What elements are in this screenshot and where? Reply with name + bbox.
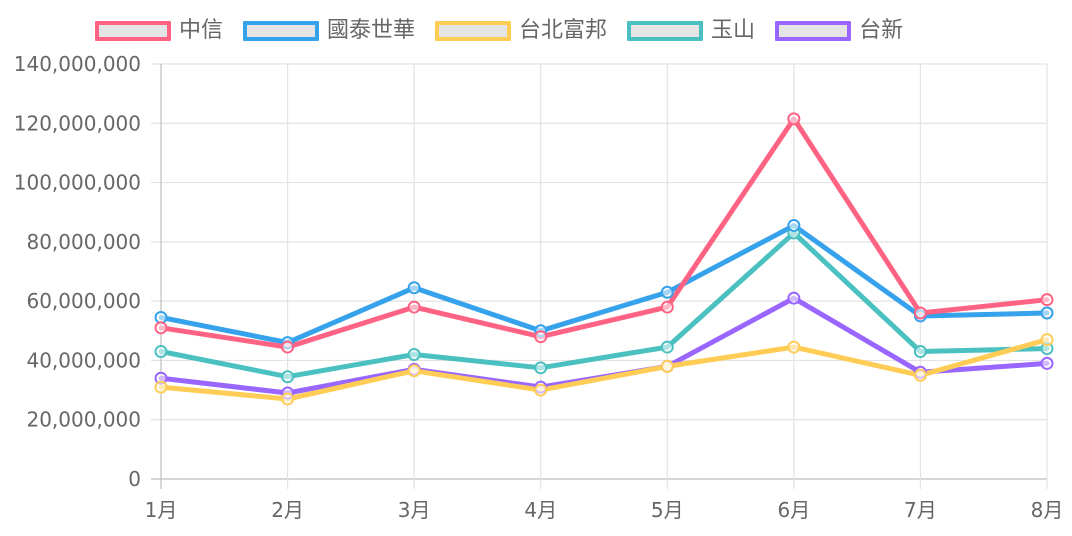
data-point[interactable] xyxy=(407,300,421,314)
series-line[interactable] xyxy=(158,223,1050,346)
data-point[interactable] xyxy=(660,340,674,354)
data-point[interactable] xyxy=(281,392,295,406)
x-tick-label: 6月 xyxy=(777,498,810,522)
legend-swatch xyxy=(775,21,852,41)
data-point[interactable] xyxy=(534,361,548,375)
y-tick-label: 140,000,000 xyxy=(14,52,141,76)
series-line[interactable] xyxy=(158,337,1050,402)
chart-legend: 中信 國泰世華 台北富邦 玉山 台新 xyxy=(95,14,903,48)
legend-item-taishin[interactable]: 台新 xyxy=(775,20,903,42)
legend-swatch xyxy=(435,21,512,41)
y-tick-label: 60,000,000 xyxy=(26,289,141,313)
data-point[interactable] xyxy=(1040,306,1054,320)
data-point[interactable] xyxy=(407,364,421,378)
x-tick-label: 7月 xyxy=(904,498,937,522)
data-point[interactable] xyxy=(913,345,927,359)
legend-item-cathay[interactable]: 國泰世華 xyxy=(243,20,415,42)
x-tick-label: 2月 xyxy=(271,498,304,522)
data-point[interactable] xyxy=(534,383,548,397)
data-point[interactable] xyxy=(534,330,548,344)
legend-label: 國泰世華 xyxy=(327,18,416,43)
data-point[interactable] xyxy=(787,291,801,305)
y-tick-label: 100,000,000 xyxy=(14,171,141,195)
x-tick-label: 8月 xyxy=(1031,498,1064,522)
data-point[interactable] xyxy=(407,348,421,361)
x-tick-label: 4月 xyxy=(524,498,557,522)
legend-label: 台新 xyxy=(859,18,904,43)
legend-label: 台北富邦 xyxy=(519,18,608,43)
legend-label: 玉山 xyxy=(711,18,756,43)
y-tick-label: 80,000,000 xyxy=(26,230,141,254)
data-point[interactable] xyxy=(281,340,295,354)
legend-item-zhongxin[interactable]: 中信 xyxy=(95,20,223,42)
data-point[interactable] xyxy=(154,321,168,335)
legend-swatch xyxy=(95,21,171,41)
y-tick-label: 20,000,000 xyxy=(26,408,141,432)
data-point[interactable] xyxy=(1040,333,1054,347)
data-point[interactable] xyxy=(787,340,801,354)
data-point[interactable] xyxy=(660,359,674,373)
data-point[interactable] xyxy=(1040,356,1054,370)
data-point[interactable] xyxy=(1040,293,1054,307)
series-line[interactable] xyxy=(158,230,1050,380)
legend-item-taipei-fubon[interactable]: 台北富邦 xyxy=(435,20,607,42)
x-tick-label: 5月 xyxy=(651,498,684,522)
x-tick-label: 3月 xyxy=(398,498,431,522)
data-point[interactable] xyxy=(787,112,801,126)
legend-swatch xyxy=(243,21,320,41)
data-point[interactable] xyxy=(154,310,168,324)
data-point[interactable] xyxy=(154,345,168,359)
data-point[interactable] xyxy=(787,219,801,233)
data-point[interactable] xyxy=(154,380,168,394)
x-tick-label: 1月 xyxy=(145,498,178,522)
data-point[interactable] xyxy=(660,300,674,314)
y-tick-label: 0 xyxy=(128,467,141,491)
y-tick-label: 40,000,000 xyxy=(26,348,141,372)
legend-item-esun[interactable]: 玉山 xyxy=(627,20,755,42)
legend-label: 中信 xyxy=(179,18,224,43)
data-point[interactable] xyxy=(407,281,421,295)
y-tick-label: 120,000,000 xyxy=(14,111,141,135)
legend-swatch xyxy=(627,21,704,41)
data-point[interactable] xyxy=(281,370,295,384)
series-line[interactable] xyxy=(158,116,1050,350)
data-point[interactable] xyxy=(913,368,927,382)
data-point[interactable] xyxy=(913,306,927,320)
data-point[interactable] xyxy=(660,285,674,299)
